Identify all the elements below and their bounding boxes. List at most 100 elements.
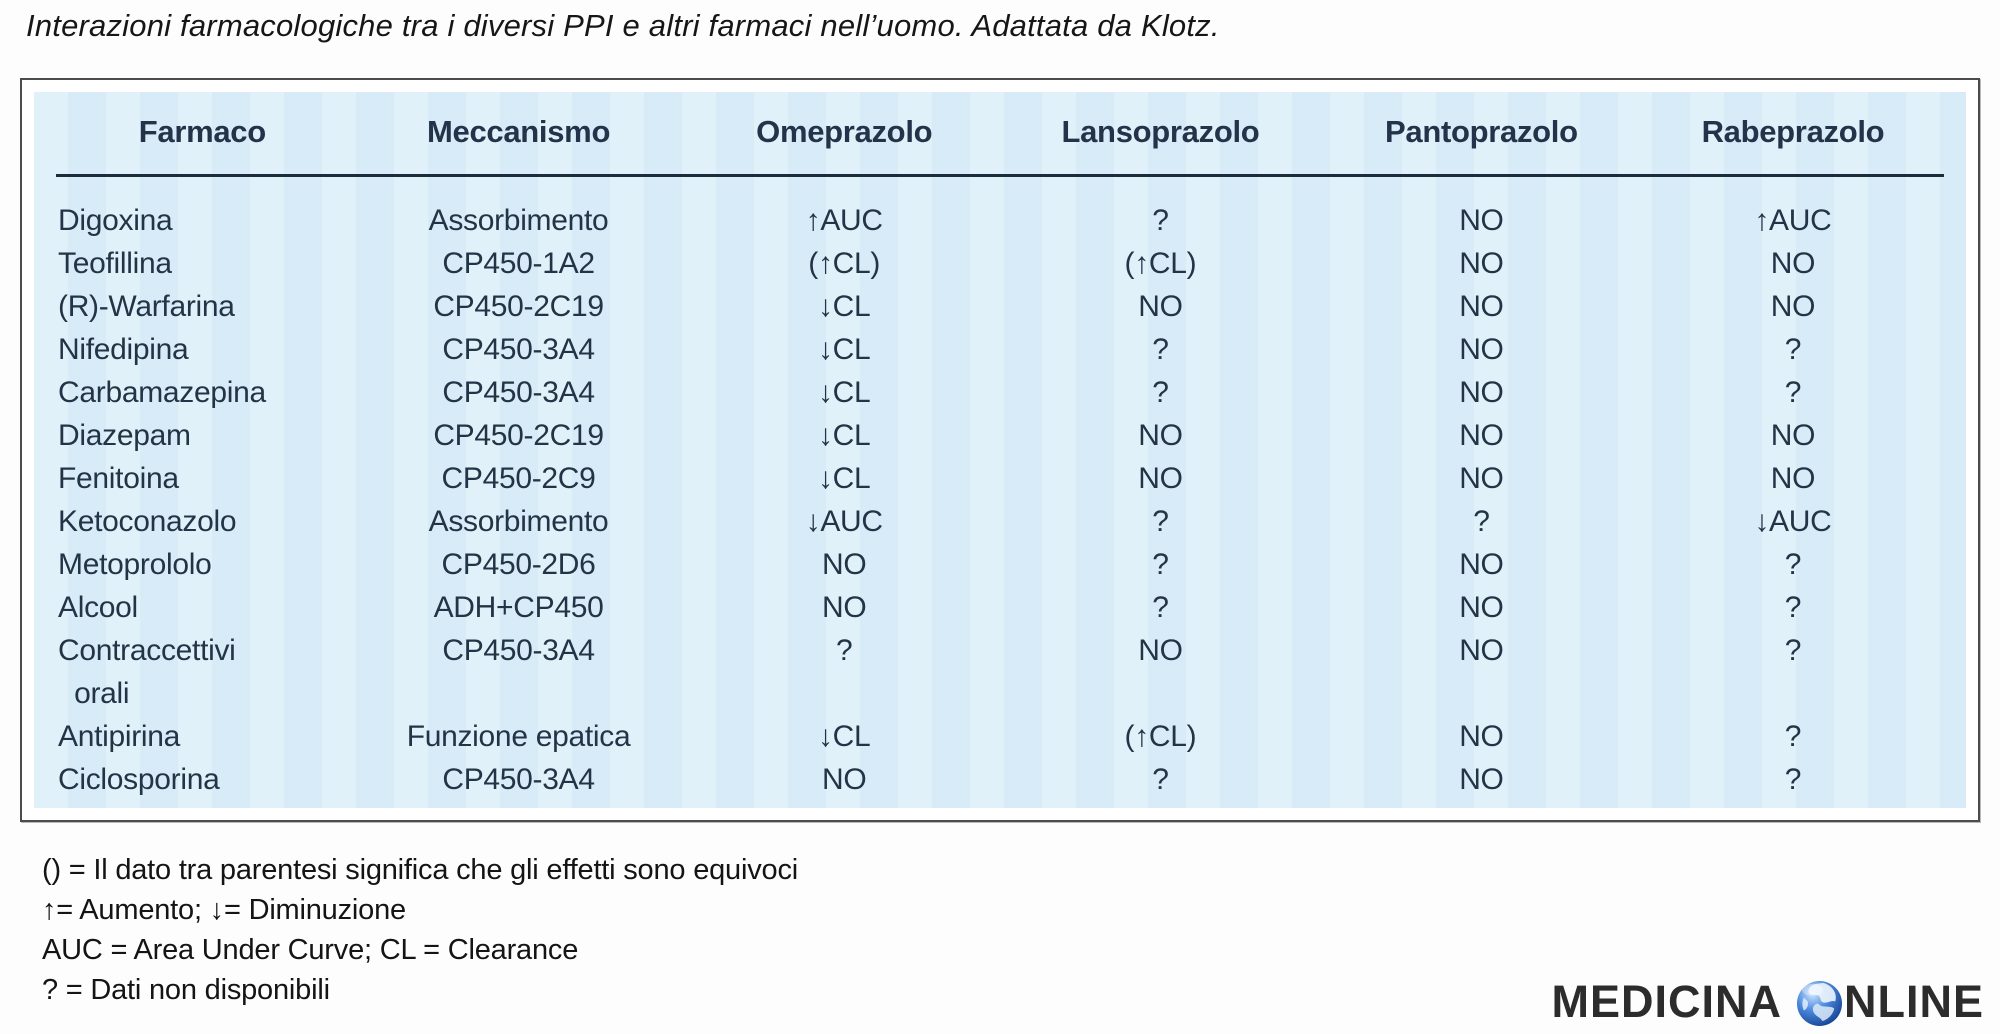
legend-line: AUC = Area Under Curve; CL = Clearance <box>42 934 579 966</box>
column-header-omeprazolo: Omeprazolo <box>688 92 1000 177</box>
value-cell: NO <box>1459 247 1504 280</box>
value-cell: ? <box>1784 591 1802 624</box>
value-cell: (↑CL) <box>1124 247 1197 280</box>
table-row: Antipirina Funzione epatica ↓CL (↑CL) NO? <box>56 715 1944 758</box>
value-cell: NO <box>1459 763 1504 796</box>
value-cell: NO <box>1459 333 1504 366</box>
value-cell: ? <box>1152 204 1169 237</box>
value-cell: ? <box>1784 333 1802 366</box>
value-cell: ↑AUC <box>805 204 883 237</box>
legend-line: () = Il dato tra parentesi significa che… <box>42 854 798 886</box>
farmaco-cell: Carbamazepina <box>58 376 266 409</box>
column-header-farmaco: Farmaco <box>56 92 349 177</box>
farmaco-cell: Fenitoina <box>58 462 179 495</box>
value-cell: NO <box>1138 290 1183 323</box>
value-cell: ? <box>1152 505 1169 538</box>
value-cell: ? <box>1784 376 1802 409</box>
table-caption: Interazioni farmacologiche tra i diversi… <box>26 8 1220 43</box>
value-cell: ? <box>836 634 853 667</box>
value-cell: NO <box>1770 290 1816 323</box>
farmaco-cell: Metoprololo <box>58 548 212 581</box>
value-cell: CP450-3A4 <box>442 376 595 409</box>
value-cell: NO <box>822 548 867 581</box>
legend-line: ? = Dati non disponibili <box>42 974 330 1006</box>
value-cell: NO <box>1459 204 1504 237</box>
value-cell: ? <box>1784 720 1802 753</box>
table-row: Fenitoina CP450-2C9 ↓CL NO NO NO <box>56 457 1944 500</box>
table-row: Ketoconazolo Assorbimento ↓AUC?? ↓AUC <box>56 500 1944 543</box>
value-cell: CP450-2C19 <box>433 290 604 323</box>
value-cell: ? <box>1784 548 1802 581</box>
value-cell: ↓AUC <box>1754 505 1832 538</box>
table-row: Contraccettivi orali CP450-3A4? NO NO? <box>56 629 1944 715</box>
value-cell: NO <box>1459 720 1504 753</box>
value-cell: ↓CL <box>817 376 871 409</box>
value-cell: Assorbimento <box>428 505 609 538</box>
table-row: Ciclosporina CP450-3A4 NO? NO? <box>56 758 1944 801</box>
table-row: Metoprololo CP450-2D6 NO? NO? <box>56 543 1944 586</box>
farmaco-cell: (R)-Warfarina <box>58 290 235 323</box>
value-cell: ? <box>1473 505 1490 538</box>
column-header-rabeprazolo: Rabeprazolo <box>1641 92 1944 177</box>
value-cell: NO <box>1770 462 1816 495</box>
value-cell: CP450-3A4 <box>442 634 595 667</box>
value-cell: NO <box>1770 419 1816 452</box>
table-row: Diazepam CP450-2C19 ↓CL NO NO NO <box>56 414 1944 457</box>
value-cell: CP450-3A4 <box>442 763 595 796</box>
value-cell: Assorbimento <box>428 204 609 237</box>
table-body: Digoxina Assorbimento ↑AUC? NO ↑AUC Teofillin… <box>56 176 1944 802</box>
value-cell: NO <box>1138 462 1183 495</box>
value-cell: NO <box>1459 290 1504 323</box>
value-cell: ? <box>1152 376 1169 409</box>
value-cell: ? <box>1784 763 1802 796</box>
table-row: Teofillina CP450-1A2 (↑CL) (↑CL) NO NO <box>56 242 1944 285</box>
value-cell: ? <box>1784 634 1802 667</box>
interaction-table-panel: Farmaco Meccanismo Omeprazolo Lansoprazolo P… <box>34 92 1966 808</box>
globe-icon <box>1796 980 1843 1026</box>
farmaco-cell: Diazepam <box>58 419 191 452</box>
farmaco-cell: Alcool <box>58 591 138 624</box>
value-cell: ↓AUC <box>805 505 883 538</box>
watermark-text-nline: NLINE <box>1844 976 1984 1027</box>
table-row: Digoxina Assorbimento ↑AUC? NO ↑AUC <box>56 176 1944 243</box>
value-cell: CP450-2C19 <box>433 419 604 452</box>
value-cell: ? <box>1152 591 1169 624</box>
value-cell: ↓CL <box>817 419 871 452</box>
legend-line: ↑= Aumento; ↓= Diminuzione <box>42 894 406 926</box>
value-cell: NO <box>1459 548 1504 581</box>
ppi-interaction-table: Farmaco Meccanismo Omeprazolo Lansoprazolo P… <box>56 92 1944 801</box>
value-cell: CP450-1A2 <box>442 247 595 280</box>
farmaco-cell: Ketoconazolo <box>58 505 237 538</box>
farmaco-cell: Digoxina <box>58 204 173 237</box>
column-header-lansoprazolo: Lansoprazolo <box>999 92 1321 177</box>
table-row: Alcool ADH+CP450 NO? NO? <box>56 586 1944 629</box>
value-cell: NO <box>1459 634 1504 667</box>
value-cell: ↑AUC <box>1754 204 1832 237</box>
value-cell: CP450-2D6 <box>441 548 596 581</box>
value-cell: ↓CL <box>817 720 871 753</box>
value-cell: CP450-2C9 <box>441 462 596 495</box>
farmaco-cell: Nifedipina <box>58 333 189 366</box>
value-cell: NO <box>1138 634 1183 667</box>
value-cell: ? <box>1152 333 1169 366</box>
value-cell: ADH+CP450 <box>433 591 604 624</box>
table-row: (R)-Warfarina CP450-2C19 ↓CL NO NO NO <box>56 285 1944 328</box>
value-cell: NO <box>822 591 867 624</box>
column-header-pantoprazolo: Pantoprazolo <box>1320 92 1642 177</box>
value-cell: NO <box>1138 419 1183 452</box>
farmaco-cell: Teofillina <box>58 247 172 280</box>
value-cell: Funzione epatica <box>406 720 631 753</box>
table-row: Carbamazepina CP450-3A4 ↓CL? NO? <box>56 371 1944 414</box>
value-cell: NO <box>1459 591 1504 624</box>
value-cell: NO <box>1770 247 1816 280</box>
value-cell: CP450-3A4 <box>442 333 595 366</box>
value-cell: NO <box>1459 419 1504 452</box>
farmaco-cell: Antipirina <box>58 720 181 753</box>
value-cell: NO <box>822 763 867 796</box>
table-legend: () = Il dato tra parentesi significa che… <box>42 850 798 1010</box>
value-cell: ? <box>1152 548 1169 581</box>
watermark-text-medicina: MEDICINA <box>1551 976 1782 1027</box>
value-cell: ↓CL <box>817 462 871 495</box>
medicina-online-watermark: MEDICINA NLINE <box>1552 976 1985 1028</box>
